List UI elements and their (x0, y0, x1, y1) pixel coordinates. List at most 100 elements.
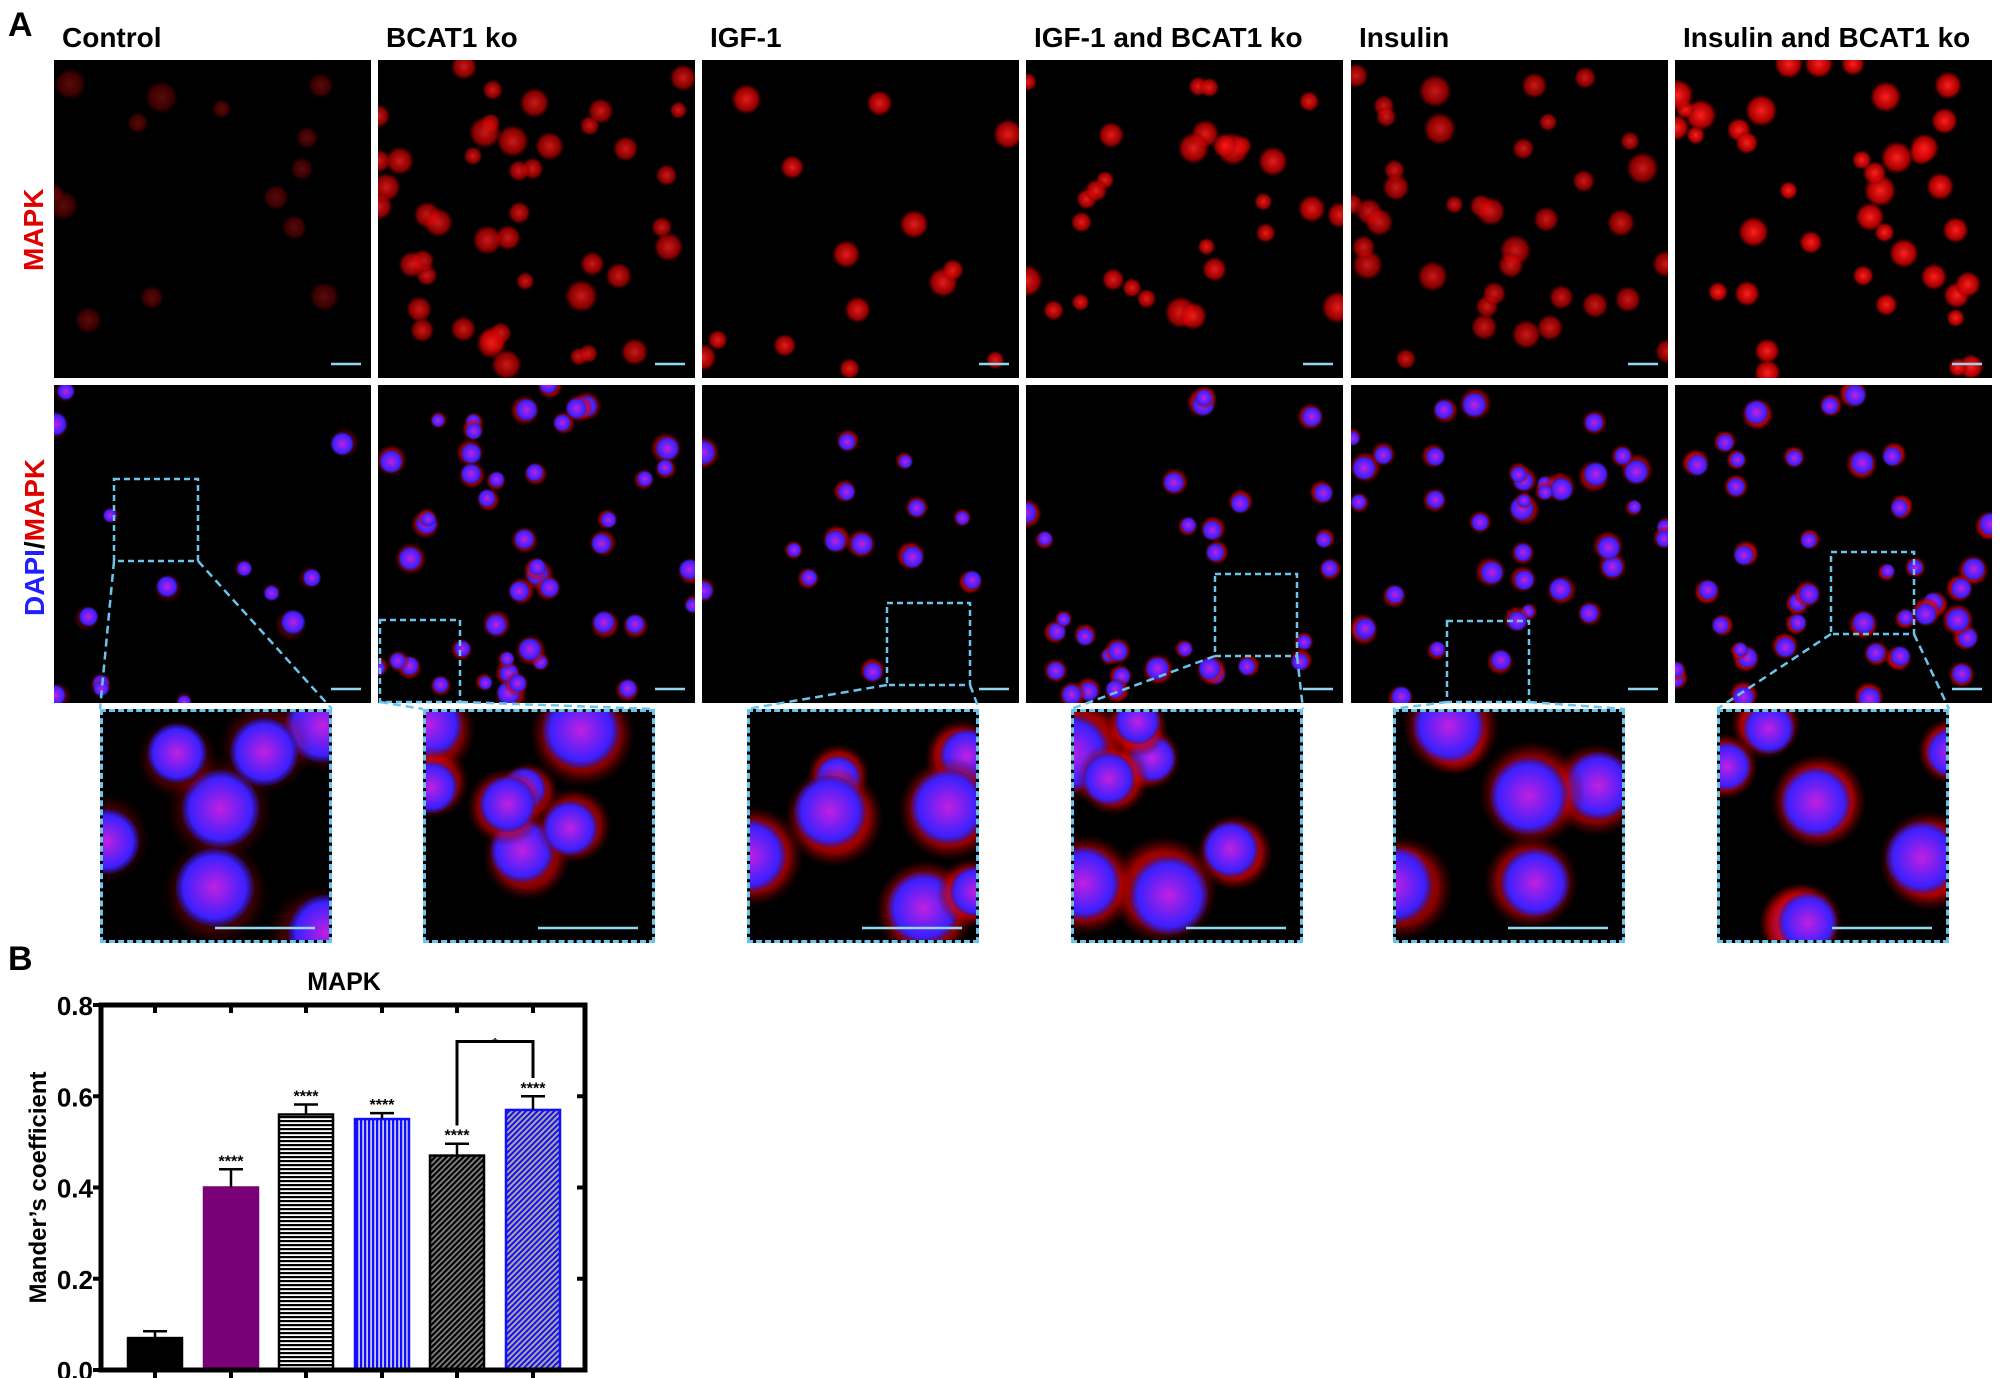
cell (54, 67, 87, 101)
nucleus (1517, 494, 1531, 508)
mapk-image-panel (378, 60, 695, 378)
cell (1071, 293, 1090, 312)
nucleus (1180, 517, 1197, 533)
nucleus (1720, 742, 1751, 791)
nucleus (1583, 462, 1608, 487)
nucleus (1429, 641, 1446, 657)
nucleus (1351, 494, 1367, 510)
nucleus (1471, 513, 1489, 532)
nucleus (1145, 656, 1170, 681)
nucleus (702, 581, 713, 600)
cell (534, 131, 565, 161)
nucleus (54, 684, 66, 703)
nucleus (566, 397, 587, 419)
nucleus (910, 769, 976, 845)
nucleus (280, 609, 306, 635)
nucleus (528, 558, 546, 576)
y-tick-label: 0.6 (57, 1082, 93, 1112)
cell (831, 239, 861, 269)
mapk-bar-chart: Control****BCAT1****IGF-1****IGF1and BCA… (25, 968, 588, 1378)
nucleus (460, 463, 482, 484)
cell (507, 159, 530, 182)
cell (605, 262, 633, 290)
nucleus (1733, 545, 1754, 566)
nucleus (1114, 712, 1161, 745)
nucleus (1238, 657, 1256, 676)
cell (307, 72, 334, 99)
cell (378, 104, 391, 128)
nucleus (1202, 821, 1259, 878)
nucleus (479, 776, 536, 833)
cell (1930, 107, 1959, 135)
cell (866, 89, 893, 117)
nucleus (93, 680, 110, 697)
cell (450, 60, 478, 81)
nucleus (1425, 447, 1445, 467)
nucleus (1537, 485, 1553, 500)
nucleus (1355, 618, 1376, 639)
cell (139, 285, 165, 310)
cell (899, 209, 930, 240)
cell (669, 63, 695, 92)
cell (1803, 60, 1834, 79)
cell (1869, 80, 1902, 113)
nucleus (538, 385, 558, 394)
cell (309, 281, 340, 312)
nucleus (1026, 501, 1037, 524)
nucleus (962, 570, 982, 590)
nucleus (489, 471, 505, 488)
nucleus (1800, 532, 1817, 549)
nucleus (1514, 543, 1533, 562)
cell (1909, 132, 1940, 164)
column-title: BCAT1 ko (386, 22, 518, 53)
nucleus (1351, 431, 1360, 446)
nucleus (1321, 560, 1339, 577)
nucleus (525, 463, 544, 482)
y-tick-label: 0.0 (57, 1356, 93, 1378)
cell (1572, 169, 1596, 193)
cell (1707, 281, 1729, 303)
nucleus (1866, 643, 1886, 663)
cell (844, 296, 872, 324)
bar (126, 1336, 184, 1372)
cell (54, 190, 79, 221)
nucleus (103, 508, 117, 523)
cell (1197, 237, 1216, 256)
bar (504, 1108, 562, 1372)
nucleus (1352, 456, 1376, 480)
nucleus (637, 470, 653, 487)
nucleus (398, 546, 422, 571)
cell (1351, 235, 1376, 260)
cell (772, 333, 797, 358)
nucleus (1584, 413, 1604, 432)
nucleus (955, 511, 970, 525)
nucleus (618, 679, 637, 698)
nucleus (1799, 584, 1820, 605)
nucleus (156, 575, 178, 598)
nucleus (1926, 728, 1946, 777)
cell (1880, 140, 1914, 175)
nucleus (518, 637, 542, 661)
bar (277, 1113, 335, 1372)
mapk-label: MAPK (19, 458, 50, 542)
nucleus (542, 712, 620, 769)
nucleus (702, 440, 716, 465)
panel-b-label: B (8, 940, 33, 978)
nucleus (1726, 477, 1746, 497)
cell (1920, 263, 1948, 291)
nucleus (1549, 477, 1573, 501)
nucleus (1628, 500, 1642, 514)
cell (1084, 178, 1108, 203)
cell (992, 118, 1019, 150)
cell (1521, 72, 1548, 99)
nucleus (54, 412, 68, 436)
cell (1533, 206, 1560, 233)
significance-label: **** (445, 1128, 471, 1145)
panel-a-label: A (8, 6, 33, 44)
nucleus (542, 800, 598, 856)
nucleus (1037, 531, 1053, 546)
nucleus (1396, 847, 1433, 923)
nucleus (1882, 447, 1902, 466)
cell (1418, 74, 1453, 109)
nucleus (175, 848, 254, 927)
